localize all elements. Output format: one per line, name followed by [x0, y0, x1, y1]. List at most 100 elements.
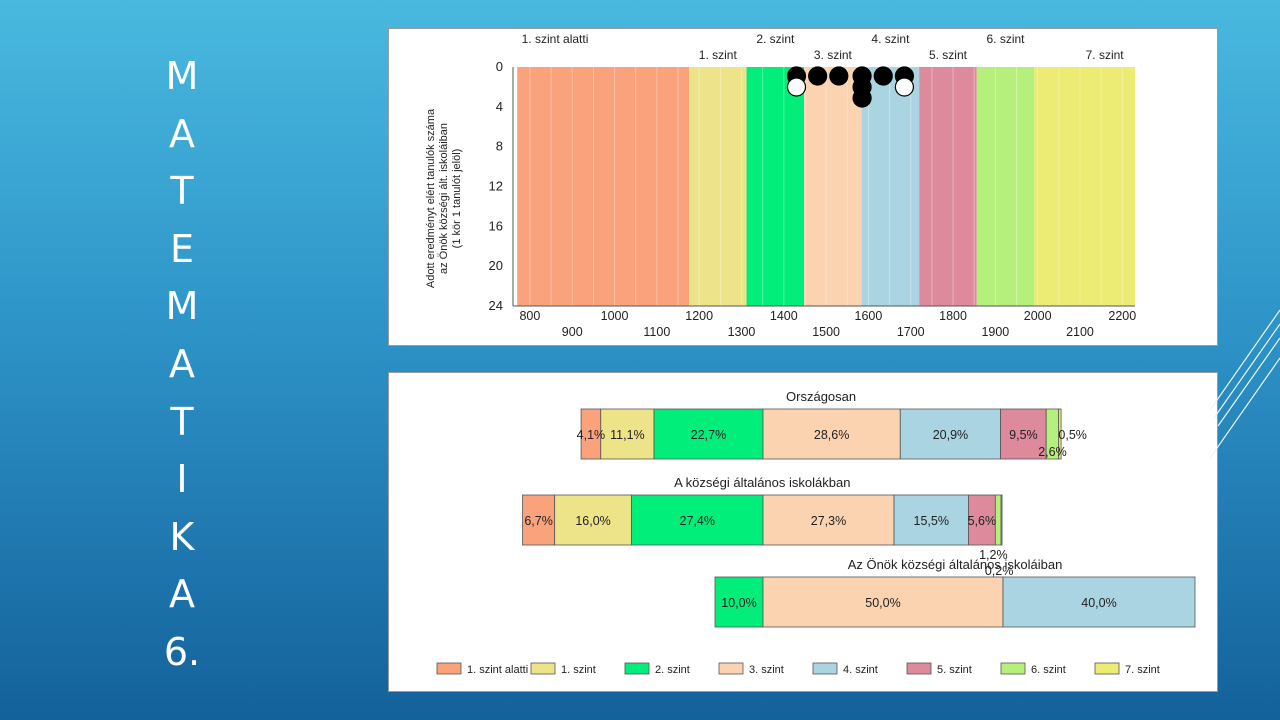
data-label: 50,0%: [865, 596, 900, 610]
data-label: 0,5%: [1058, 428, 1087, 442]
y-axis-label-line: (1 kör 1 tanulót jelöl): [451, 149, 463, 249]
stacked-bar-chart-panel: Országosan 4,1% 11,1% 22,7% 28,6% 20,9% 9,5% 2,…: [388, 372, 1218, 692]
legend-label: 6. szint: [1031, 664, 1066, 676]
y-tick-label: 12: [489, 179, 503, 194]
x-tick-label: 2000: [1024, 309, 1052, 323]
level-band: [1034, 67, 1135, 306]
data-label: 0,2%: [985, 564, 1014, 578]
legend-label: 2. szint: [655, 664, 690, 676]
bar-segment: [762, 408, 901, 460]
level-label: 3. szint: [814, 48, 853, 62]
level-band: [919, 67, 977, 306]
bar-segment: [1002, 576, 1196, 628]
data-label: 16,0%: [575, 514, 610, 528]
title-letter: 6.: [163, 629, 201, 674]
data-label: 4,1%: [577, 428, 606, 442]
data-label: 27,3%: [811, 514, 846, 528]
data-label: 20,9%: [933, 428, 968, 442]
title-letter: T: [170, 169, 194, 214]
legend-label: 1. szint alatti: [467, 664, 528, 676]
slide-title: M A T E M A T I K A 6.: [140, 48, 224, 682]
x-tick-label: 1700: [897, 325, 925, 339]
legend-swatch: [718, 662, 744, 675]
x-tick-label: 1600: [855, 309, 883, 323]
data-point: [786, 77, 807, 97]
legend-swatch: [906, 662, 932, 675]
data-label: 40,0%: [1081, 596, 1116, 610]
y-tick-label: 16: [489, 218, 503, 233]
legend-label: 3. szint: [749, 664, 784, 676]
bar-segment: [554, 494, 632, 546]
distribution-chart-panel: 0 4 8 12 16 20 24 800 1000 1200 1400 1600 1800 2000 22…: [388, 28, 1218, 346]
data-label: 11,1%: [610, 428, 645, 442]
legend-label: 1. szint: [561, 664, 596, 676]
data-label: 27,4%: [680, 514, 715, 528]
level-band: [976, 67, 1035, 306]
bar-segment: [1000, 408, 1047, 460]
bar-segment: [893, 494, 969, 546]
level-label: 2. szint: [756, 32, 795, 46]
x-tick-label: 900: [562, 325, 583, 339]
data-point: [829, 66, 849, 86]
x-tick-label: 800: [519, 309, 540, 323]
title-letter: K: [169, 514, 195, 559]
title-letter: T: [170, 399, 194, 444]
data-point: [894, 77, 914, 97]
row-title: Országosan: [786, 389, 856, 404]
legend-swatch: [812, 662, 838, 675]
legend-swatch: [1094, 662, 1120, 675]
bar-segment: [1000, 494, 1003, 546]
level-label: 4. szint: [871, 32, 910, 46]
level-band: [689, 67, 747, 306]
bar-segment: [600, 408, 655, 460]
data-label: 28,6%: [814, 428, 849, 442]
data-label: 10,0%: [721, 596, 756, 610]
data-label: 6,7%: [524, 514, 553, 528]
bar-segment: [899, 408, 1001, 460]
y-axis-label: Adott eredményt elért tanulók száma az Ön…: [425, 108, 463, 288]
bar-segment: [714, 576, 764, 628]
legend-swatch: [436, 662, 462, 675]
title-letter: E: [169, 226, 194, 271]
bar-segment: [1058, 408, 1062, 460]
title-letter: I: [176, 457, 188, 502]
bar-segment: [994, 494, 1002, 546]
y-axis-label-line: Adott eredményt elért tanulók száma: [425, 108, 437, 288]
y-tick-label: 20: [489, 258, 503, 273]
title-letter: M: [165, 284, 199, 329]
data-point: [852, 88, 872, 108]
level-label: 7. szint: [1086, 48, 1125, 62]
x-tick-label: 1400: [770, 309, 798, 323]
data-point: [808, 66, 828, 86]
data-label: 9,5%: [1009, 428, 1038, 442]
title-letter: A: [169, 572, 195, 617]
level-label: 1. szint: [699, 48, 738, 62]
x-tick-label: 1300: [728, 325, 756, 339]
x-tick-label: 1500: [812, 325, 840, 339]
level-label: 1. szint alatti: [522, 32, 589, 46]
y-tick-label: 4: [496, 99, 503, 114]
data-label: 22,7%: [691, 428, 726, 442]
x-tick-label: 1800: [939, 309, 967, 323]
y-tick-label: 8: [496, 139, 503, 154]
x-tick-label: 1900: [981, 325, 1009, 339]
row-title: Az Önök községi általános iskoláiban: [848, 557, 1063, 572]
bar-segment: [522, 494, 556, 546]
level-band: [861, 67, 920, 306]
level-label: 6. szint: [987, 32, 1026, 46]
title-letter: A: [169, 111, 195, 156]
decorative-lines: [1210, 309, 1280, 459]
bar-segment: [653, 408, 764, 460]
y-tick-label: 0: [496, 59, 503, 74]
legend-label: 4. szint: [843, 664, 878, 676]
level-band: [746, 67, 805, 306]
bar-segment: [762, 576, 1004, 628]
distribution-chart: 0 4 8 12 16 20 24 800 1000 1200 1400 1600 1800 2000 22…: [425, 32, 1136, 339]
stacked-bar-chart: Országosan 4,1% 11,1% 22,7% 28,6% 20,9% 9,5%2,…: [436, 389, 1196, 676]
x-tick-label: 2200: [1108, 309, 1136, 323]
data-point: [873, 66, 893, 86]
title-letter: A: [169, 341, 195, 386]
x-tick-label: 1100: [643, 325, 670, 339]
data-label: 15,5%: [914, 514, 949, 528]
x-tick-label: 1000: [601, 309, 629, 323]
